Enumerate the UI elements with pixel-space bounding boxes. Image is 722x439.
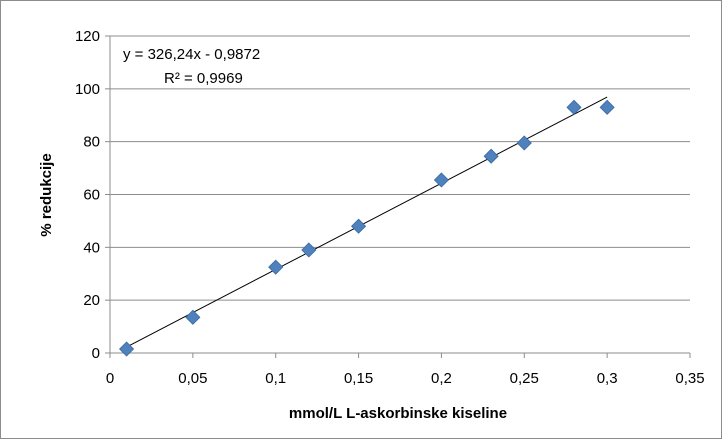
trendline — [126, 96, 608, 348]
x-tick-label: 0,2 — [431, 370, 452, 387]
data-point — [268, 259, 284, 275]
y-tick-label: 100 — [75, 81, 100, 98]
x-tick-label: 0,3 — [597, 370, 618, 387]
x-tick-labels: 0 0,05 0,1 0,15 0,2 0,25 0,3 0,35 — [106, 370, 705, 387]
data-point — [433, 172, 449, 188]
y-tick-label: 120 — [75, 28, 100, 45]
data-point — [566, 99, 582, 115]
linear-trendline — [126, 96, 608, 348]
data-point — [301, 242, 317, 258]
data-point — [483, 148, 499, 164]
y-axis-title: % redukcije — [38, 153, 55, 236]
data-points — [119, 99, 615, 357]
equation-label: y = 326,24x - 0,9872 — [123, 46, 260, 63]
x-tick-label: 0,25 — [510, 370, 539, 387]
x-tick-label: 0,35 — [675, 370, 704, 387]
y-tick-label: 80 — [83, 134, 100, 151]
y-tick-label: 40 — [83, 239, 100, 256]
data-point — [599, 99, 615, 115]
data-point — [119, 341, 135, 357]
data-point — [516, 135, 532, 151]
data-point — [185, 309, 201, 325]
x-tick-label: 0 — [106, 370, 114, 387]
axes — [105, 35, 691, 358]
x-axis-title: mmol/L L-askorbinske kiseline — [289, 405, 507, 422]
y-tick-labels: 0 20 40 60 80 100 120 — [75, 28, 100, 362]
y-tick-label: 60 — [83, 187, 100, 204]
x-tick-label: 0,1 — [265, 370, 286, 387]
y-tick-label: 0 — [92, 345, 100, 362]
x-tick-label: 0,05 — [178, 370, 207, 387]
x-tick-label: 0,15 — [344, 370, 373, 387]
data-point — [351, 218, 367, 234]
r-squared-label: R² = 0,9969 — [164, 70, 243, 87]
y-tick-label: 20 — [83, 292, 100, 309]
grid-lines — [110, 35, 690, 301]
